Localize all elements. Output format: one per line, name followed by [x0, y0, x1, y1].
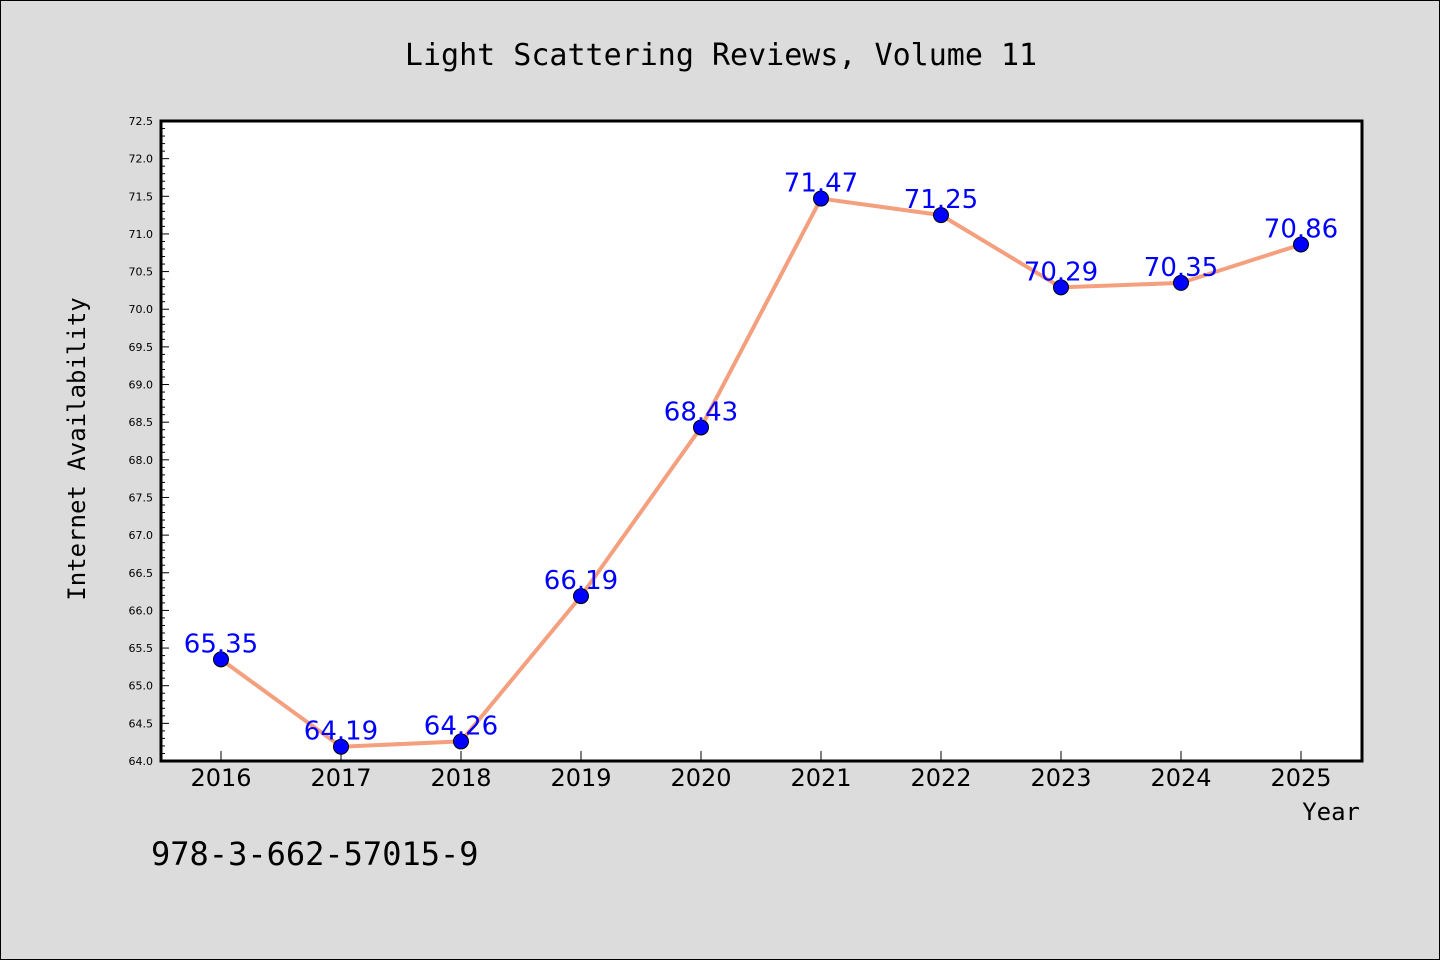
x-axis: 2016 2017 2018 2019 2020 2021 2022 2023 2024 2025 [190, 751, 1332, 792]
chart-title: Light Scattering Reviews, Volume 11 [405, 38, 1037, 73]
x-axis-title: Year [1302, 798, 1360, 826]
x-tick-label: 2023 [1030, 764, 1091, 792]
data-point [333, 738, 349, 755]
y-tick-label: 69.0 [129, 379, 154, 392]
plot-area [159, 119, 1364, 763]
y-tick-label: 72.5 [129, 115, 154, 128]
data-point [1053, 279, 1069, 296]
data-label: 71.47 [784, 169, 858, 199]
data-label: 64.19 [304, 717, 378, 747]
x-tick-label: 2016 [190, 764, 251, 792]
x-tick-label: 2025 [1270, 764, 1331, 792]
data-point [933, 207, 949, 224]
x-tick-label: 2019 [550, 764, 611, 792]
y-tick-label: 64.5 [129, 717, 154, 730]
data-point [1173, 274, 1189, 291]
data-label: 70.86 [1264, 214, 1338, 244]
data-label: 71.25 [904, 185, 978, 215]
data-label: 70.35 [1144, 253, 1218, 283]
series-layer: 65.35 64.19 64.26 66.19 68.43 71.47 71.25 70.29… [184, 169, 1338, 755]
x-tick-label: 2024 [1150, 764, 1211, 792]
x-tick-label: 2022 [910, 764, 971, 792]
data-point [453, 733, 469, 750]
y-tick-label: 70.5 [129, 266, 154, 279]
y-tick-label: 67.0 [129, 529, 154, 542]
data-label: 70.29 [1024, 257, 1098, 287]
y-tick-label: 68.0 [129, 454, 154, 467]
y-tick-label: 64.0 [129, 755, 154, 768]
y-tick-label: 65.5 [129, 642, 154, 655]
y-tick-label: 66.5 [129, 567, 154, 580]
data-label: 68.43 [664, 397, 738, 427]
y-tick-label: 67.5 [129, 491, 154, 504]
data-point [1293, 236, 1309, 253]
y-tick-label: 65.0 [129, 680, 154, 693]
data-label: 65.35 [184, 629, 258, 659]
x-tick-label: 2021 [790, 764, 851, 792]
isbn-annotation: 978-3-662-57015-9 [151, 835, 479, 873]
x-tick-label: 2020 [670, 764, 731, 792]
y-tick-label: 70.0 [129, 303, 154, 316]
y-tick-label: 69.5 [129, 341, 154, 354]
data-point [693, 419, 709, 436]
data-point [813, 190, 829, 207]
x-tick-label: 2017 [310, 764, 371, 792]
series-line [219, 196, 1302, 749]
y-tick-label: 66.0 [129, 604, 154, 617]
y-axis-title: Internet Availability [63, 297, 91, 600]
x-tick-label: 2018 [430, 764, 491, 792]
data-point [573, 588, 589, 605]
y-tick-label: 71.0 [129, 228, 154, 241]
y-axis: 64.0 64.5 65.0 65.5 66.0 66.5 67.0 67.5 68.0 68.5… [129, 115, 169, 768]
data-point [213, 651, 229, 668]
data-label: 66.19 [544, 566, 618, 596]
data-label: 64.26 [424, 711, 498, 741]
y-tick-label: 72.0 [129, 153, 154, 166]
y-tick-label: 68.5 [129, 416, 154, 429]
y-tick-label: 71.5 [129, 190, 154, 203]
